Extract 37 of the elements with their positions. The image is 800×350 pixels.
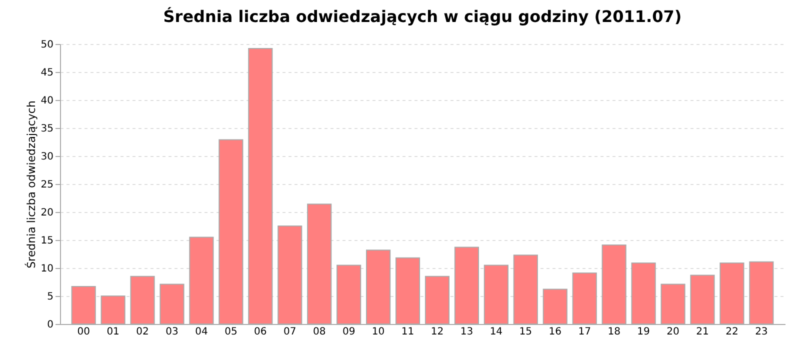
y-tick-label: 50: [40, 40, 54, 50]
x-tick-label: 20: [666, 326, 680, 338]
y-tick-label: 0: [47, 320, 54, 330]
x-tick-label: 21: [696, 326, 709, 338]
y-tick-label: 25: [40, 180, 54, 190]
y-tick-label: 35: [40, 124, 54, 134]
x-tick-label: 12: [430, 326, 444, 338]
y-tick-label: 5: [47, 292, 54, 302]
x-tick-label: 14: [490, 326, 503, 338]
y-tick-label: 45: [40, 68, 54, 78]
x-tick-label: 05: [224, 326, 238, 338]
x-tick-label: 04: [195, 326, 208, 338]
x-tick-label: 07: [284, 326, 296, 338]
y-tick-label: 40: [40, 96, 54, 106]
x-tick-label: 15: [519, 326, 532, 338]
y-tick-label: 10: [40, 264, 54, 274]
x-tick-label: 01: [106, 326, 120, 338]
y-tick-label: 20: [40, 208, 54, 218]
chart-title: Średnia liczba odwiedzających w ciągu godziny (2011.07): [163, 7, 682, 26]
x-tick-label: 03: [166, 326, 178, 338]
x-tick-label: 06: [254, 326, 267, 338]
x-tick-label: 11: [401, 326, 414, 338]
x-tick-label: 17: [578, 326, 591, 338]
x-tick-label: 09: [342, 326, 356, 338]
x-tick-label: 16: [548, 326, 562, 338]
x-tick-label: 08: [312, 326, 326, 338]
y-axis-title: Średnia liczba odwiedzających: [24, 100, 38, 268]
x-tick-label: 13: [460, 326, 474, 338]
y-tick-label: 30: [40, 152, 54, 162]
x-tick-label: 10: [372, 326, 385, 338]
x-tick-label: 22: [726, 326, 738, 338]
x-tick-label: 23: [755, 326, 768, 338]
x-tick-label: 18: [608, 326, 620, 338]
y-tick-label: 15: [40, 236, 54, 246]
x-tick-label: 00: [77, 326, 90, 338]
x-tick-label: 19: [637, 326, 650, 338]
x-tick-label: 02: [136, 326, 149, 338]
